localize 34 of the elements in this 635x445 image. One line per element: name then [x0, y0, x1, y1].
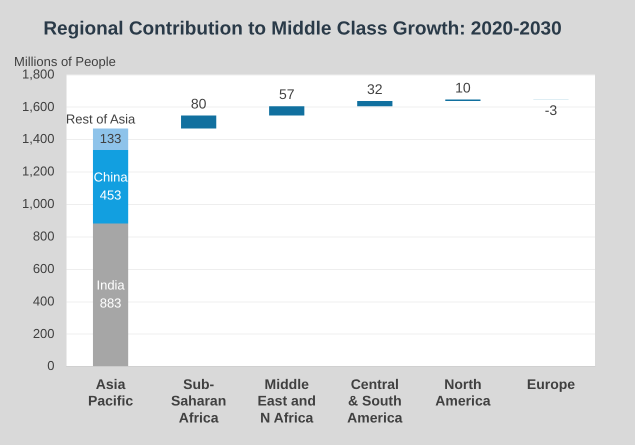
y-tick-label: 400	[32, 293, 55, 308]
data-label: 57	[278, 86, 295, 102]
y-tick-label: 1,400	[22, 131, 55, 146]
data-label: -3	[544, 102, 558, 118]
y-tick-label: 0	[47, 358, 55, 374]
y-tick-label: 600	[32, 260, 55, 276]
x-tick-label: Central & South America	[347, 376, 403, 426]
bar	[357, 101, 392, 106]
y-tick-label: 1,000	[22, 196, 55, 212]
bar	[181, 115, 216, 128]
x-tick-label: Europe	[526, 376, 576, 392]
bar	[92, 223, 128, 366]
data-label: 10	[455, 79, 471, 96]
x-tick-label: Sub-Saharan Africa	[171, 376, 226, 426]
y-tick-label: 1,800	[22, 66, 55, 82]
data-label: 80	[190, 95, 207, 112]
data-label: 133	[100, 130, 122, 146]
data-label: 453	[100, 187, 122, 202]
data-label: 883	[100, 295, 122, 310]
x-tick-label: Middle East and N Africa	[258, 376, 316, 426]
y-axis-title: Millions of People	[14, 54, 116, 69]
y-tick-label: 1,200	[22, 164, 55, 179]
data-label: 32	[367, 80, 383, 97]
chart-title: Regional Contribution to Middle Class Growth: 2020-2030	[43, 18, 562, 40]
bar	[269, 106, 304, 116]
y-tick-label: 1,600	[22, 98, 55, 114]
series-label: China	[94, 169, 128, 184]
y-tick-label: 800	[32, 228, 55, 244]
x-tick-label: Asia Pacific	[88, 376, 134, 409]
x-tick-label: North America	[435, 376, 491, 409]
series-label: Rest of Asia	[66, 112, 136, 127]
bar	[92, 150, 128, 224]
series-label: India	[96, 277, 126, 292]
y-tick-label: 200	[32, 326, 55, 341]
